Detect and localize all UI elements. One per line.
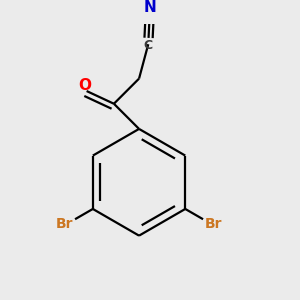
- Text: O: O: [78, 77, 91, 92]
- Text: Br: Br: [56, 218, 74, 231]
- Text: C: C: [144, 39, 153, 52]
- Text: Br: Br: [205, 218, 222, 231]
- Text: N: N: [143, 0, 156, 15]
